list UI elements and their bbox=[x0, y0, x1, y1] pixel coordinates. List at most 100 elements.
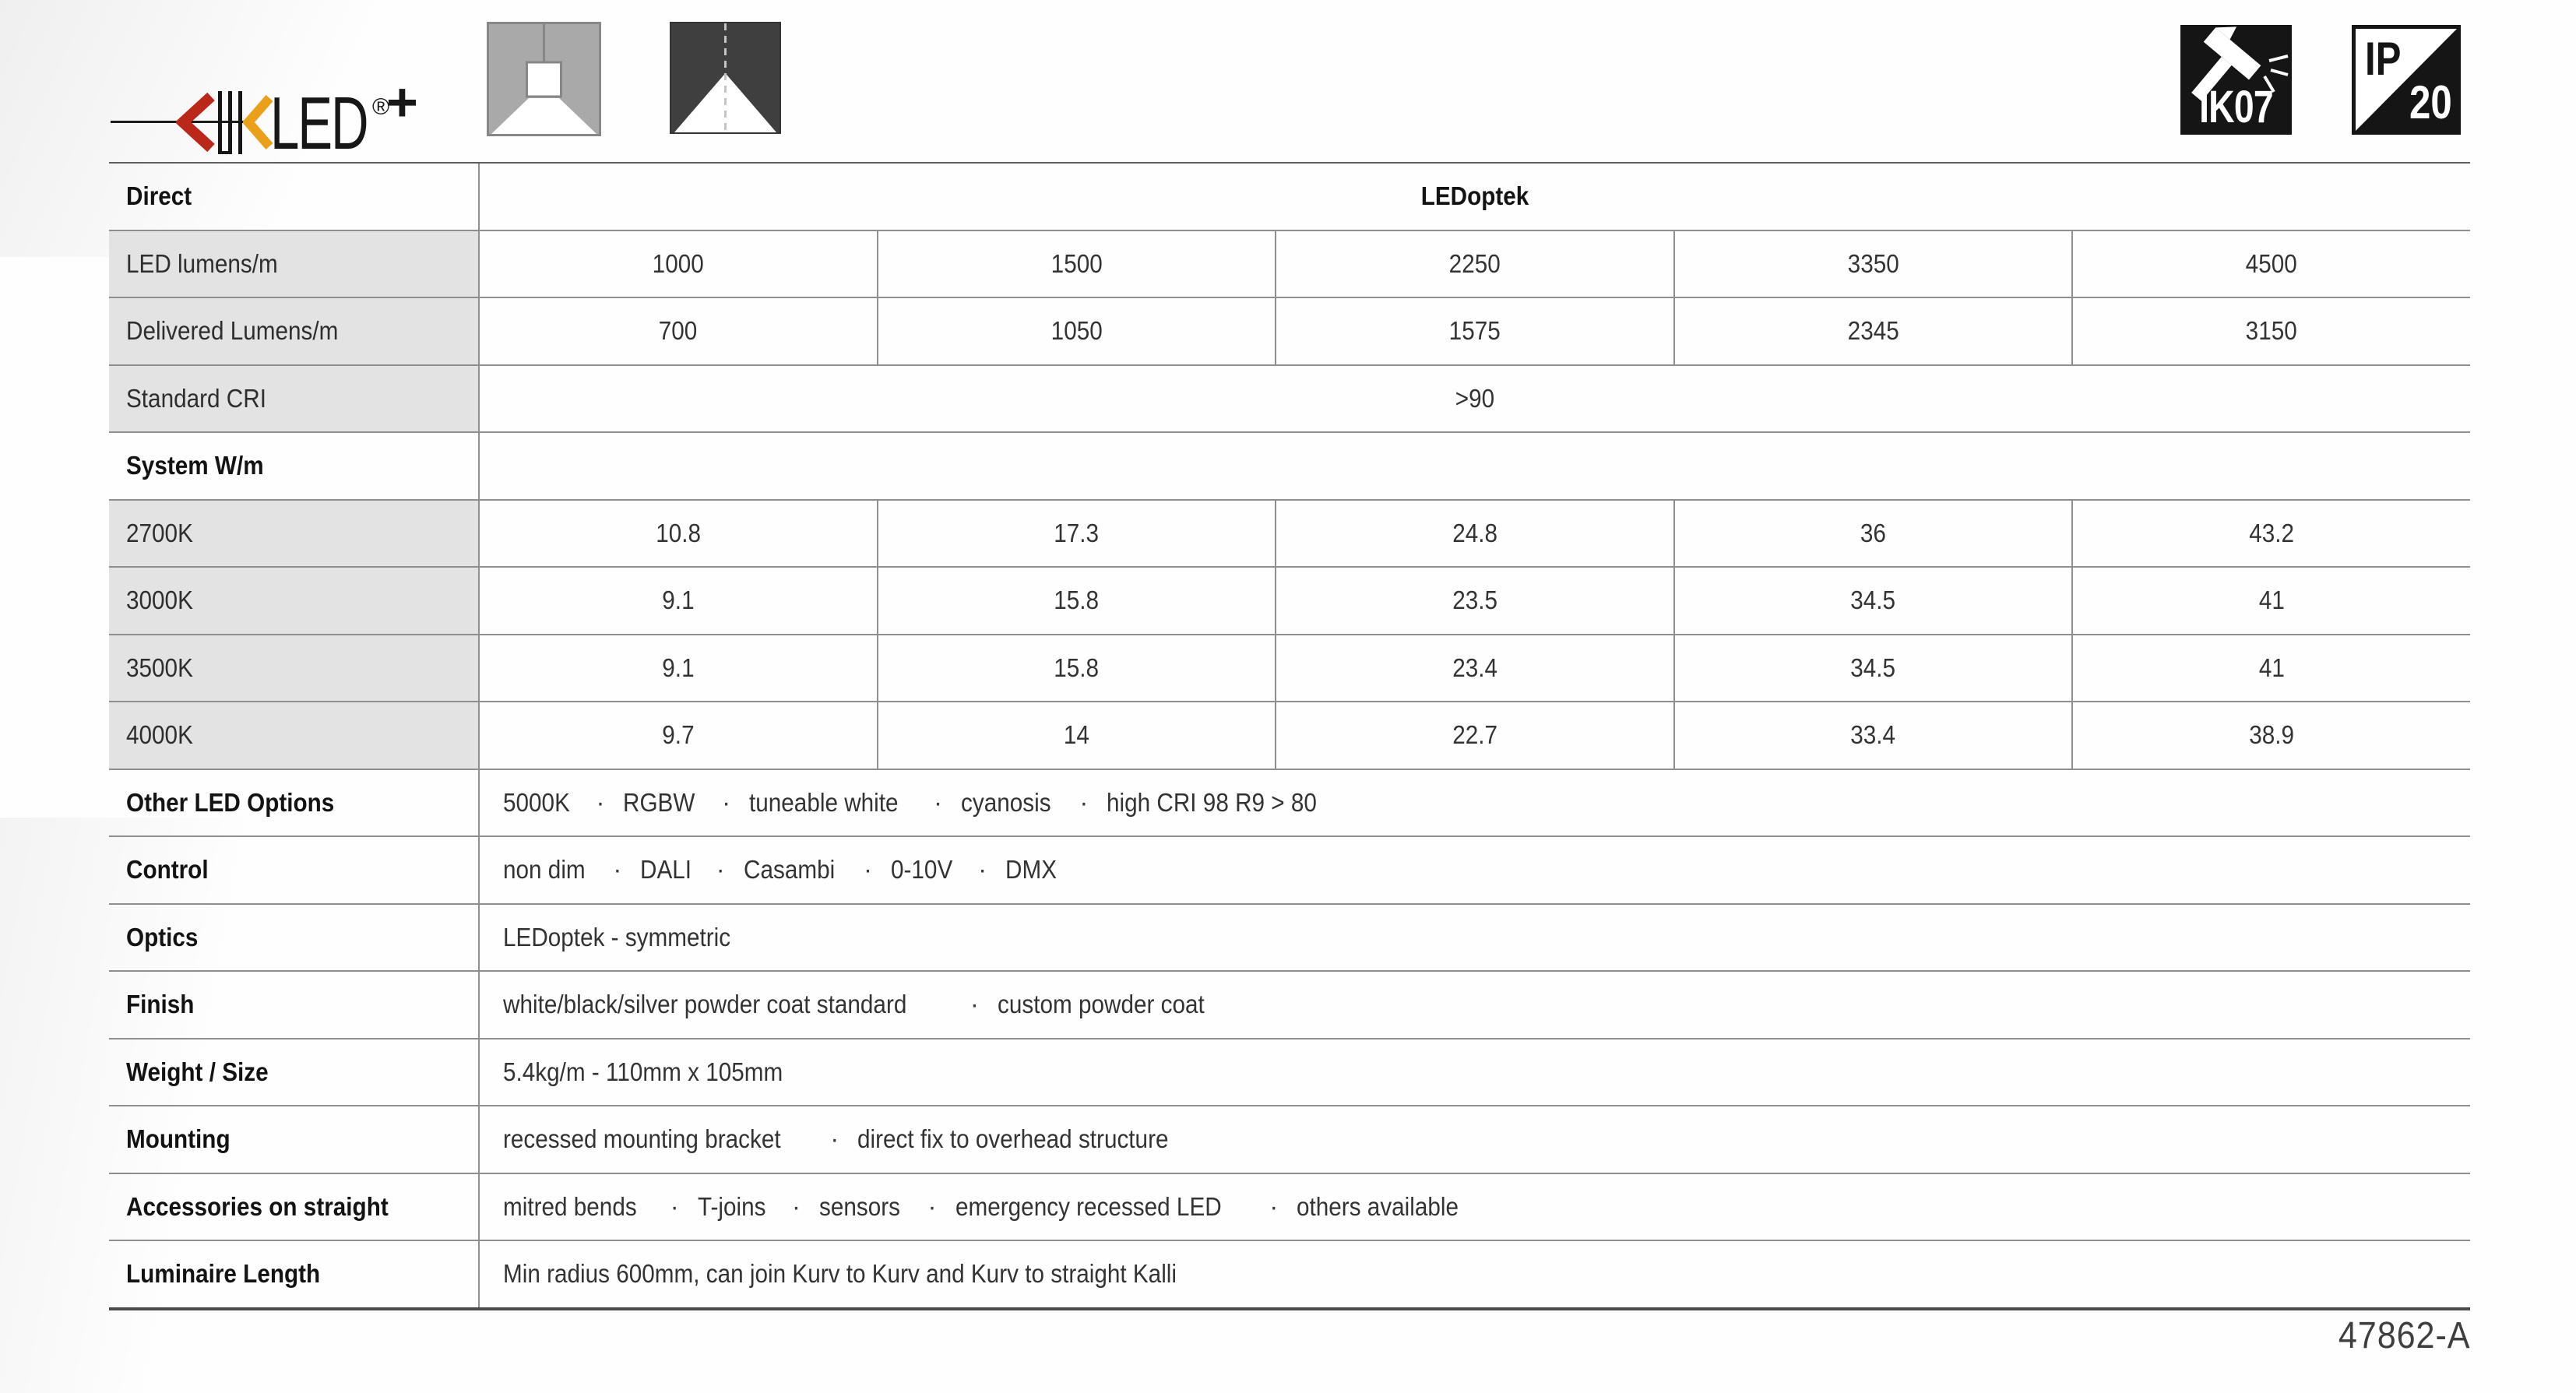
separator-dot: · bbox=[670, 1191, 679, 1221]
merged-cell-mounting: recessed mounting bracket · direct fix to … bbox=[478, 1106, 2470, 1173]
row-label-3000k: 3000K bbox=[109, 568, 478, 634]
merged-cell-optics: LEDoptek - symmetric bbox=[478, 904, 2470, 970]
value-cell-3000k-2: 15.8 bbox=[876, 568, 1276, 634]
value-cell-led-lumens-m-5: 4500 bbox=[2071, 230, 2470, 297]
separator-dot: · bbox=[864, 855, 872, 885]
table-row-direct: Direct LEDoptek bbox=[109, 164, 2470, 230]
logo-letter-i-bar-2 bbox=[238, 91, 242, 154]
row-label-direct: Direct bbox=[126, 181, 192, 211]
merged-cell-direct: LEDoptek bbox=[478, 164, 2470, 230]
separator-dot: · bbox=[791, 1191, 801, 1221]
table-row-other-led-options: Other LED Options 5000K · RGBW · tuneable whi… bbox=[109, 768, 2470, 835]
row-label-accessories-on-straight: Accessories on straight bbox=[126, 1191, 389, 1221]
value-cell-led-lumens-m-4: 3350 bbox=[1673, 230, 2072, 297]
separator-dot: · bbox=[613, 855, 622, 885]
spec-table: Direct LEDoptek LED lumens/m 1000 1500 2250 33… bbox=[109, 162, 2470, 1310]
merged-cell-other-led-options: 5000K · RGBW · tuneable white · cyanosis · high … bbox=[478, 769, 2470, 835]
table-row-4000k: 4000K 9.7 14 22.7 33.4 38.9 bbox=[109, 701, 2470, 769]
value-cell-delivered-lumens-m-2: 1050 bbox=[876, 298, 1276, 364]
row-label-luminaire-length: Luminaire Length bbox=[126, 1259, 321, 1289]
table-row-3000k: 3000K 9.1 15.8 23.5 34.5 41 bbox=[109, 566, 2470, 634]
row-label-system-w-m: System W/m bbox=[126, 451, 264, 480]
table-row-system-w-m: System W/m bbox=[109, 431, 2470, 499]
document-code: 47862-A bbox=[2338, 1315, 2470, 1356]
table-row-accessories-on-straight: Accessories on straight mitred bends · T-jo… bbox=[109, 1172, 2470, 1240]
value-cell-4000k-2: 14 bbox=[876, 702, 1276, 769]
value-cell-3000k-5: 41 bbox=[2071, 568, 2470, 634]
value-cell-2700k-2: 17.3 bbox=[876, 500, 1276, 566]
row-label-mounting: Mounting bbox=[126, 1124, 231, 1154]
table-row-standard-cri: Standard CRI >90 bbox=[109, 364, 2470, 431]
row-label-optics: Optics bbox=[126, 922, 199, 952]
value-cell-3000k-3: 23.5 bbox=[1275, 568, 1673, 634]
ip-label: IP bbox=[2365, 33, 2402, 85]
separator-dot: · bbox=[1269, 1191, 1279, 1221]
row-label-standard-cri: Standard CRI bbox=[109, 365, 478, 431]
value-cell-3000k-1: 9.1 bbox=[478, 568, 877, 634]
value-cell-4000k-5: 38.9 bbox=[2071, 702, 2470, 769]
row-label-weight-size: Weight / Size bbox=[126, 1057, 269, 1086]
separator-dot: · bbox=[722, 787, 731, 817]
separator-dot: · bbox=[933, 787, 942, 817]
merged-cell-weight-size: 5.4kg/m - 110mm x 105mm bbox=[478, 1039, 2470, 1105]
value-cell-2700k-3: 24.8 bbox=[1275, 500, 1673, 566]
separator-dot: · bbox=[978, 855, 987, 885]
value-cell-led-lumens-m-3: 2250 bbox=[1275, 230, 1673, 297]
logo-registered-mark: ® bbox=[372, 94, 390, 120]
separator-dot: · bbox=[596, 787, 605, 817]
separator-dot: · bbox=[927, 1191, 937, 1221]
value-cell-3500k-3: 23.4 bbox=[1275, 635, 1673, 701]
logo-plus-mark: + bbox=[386, 72, 418, 132]
klikled-logo: LED ® + bbox=[109, 72, 452, 164]
table-row-control: Control non dim · DALI · Casambi · 0-10V · DMX bbox=[109, 835, 2470, 903]
separator-dot: · bbox=[830, 1124, 839, 1154]
merged-cell-standard-cri: >90 bbox=[478, 365, 2470, 431]
separator-dot: · bbox=[1079, 787, 1089, 817]
ip-rating-label: 20 bbox=[2409, 76, 2452, 128]
value-cell-2700k-1: 10.8 bbox=[478, 500, 877, 566]
value-cell-4000k-3: 22.7 bbox=[1275, 702, 1673, 769]
value-cell-4000k-1: 9.7 bbox=[478, 702, 877, 769]
direct-beam-icon bbox=[670, 22, 781, 134]
ip20-badge: IP 20 bbox=[2352, 25, 2461, 135]
value-cell-3500k-5: 41 bbox=[2071, 635, 2470, 701]
table-row-delivered-lumens-m: Delivered Lumens/m 700 1050 1575 2345 3150 bbox=[109, 297, 2470, 364]
logo-letter-l-foot bbox=[218, 151, 230, 154]
value-cell-3000k-4: 34.5 bbox=[1673, 568, 2072, 634]
row-label-4000k: 4000K bbox=[109, 702, 478, 769]
value-cell-3500k-1: 9.1 bbox=[478, 635, 877, 701]
logo-orange-k-chevron-icon bbox=[243, 95, 273, 150]
row-label-control: Control bbox=[126, 855, 209, 885]
separator-dot: · bbox=[970, 990, 979, 1019]
row-label-delivered-lumens-m: Delivered Lumens/m bbox=[109, 298, 478, 364]
table-row-led-lumens-m: LED lumens/m 1000 1500 2250 3350 4500 bbox=[109, 229, 2470, 297]
logo-letter-i-bar bbox=[228, 91, 232, 154]
value-cell-led-lumens-m-2: 1500 bbox=[876, 230, 1276, 297]
row-label-3500k: 3500K bbox=[109, 635, 478, 701]
row-label-finish: Finish bbox=[126, 990, 195, 1019]
row-label-led-lumens-m: LED lumens/m bbox=[109, 230, 478, 297]
table-row-optics: Optics LEDoptek - symmetric bbox=[109, 902, 2470, 970]
value-cell-delivered-lumens-m-1: 700 bbox=[478, 298, 877, 364]
table-row-2700k: 2700K 10.8 17.3 24.8 36 43.2 bbox=[109, 498, 2470, 566]
separator-dot: · bbox=[716, 855, 725, 885]
merged-cell-finish: white/black/silver powder coat standard ·… bbox=[478, 972, 2470, 1038]
logo-red-k-chevron-icon bbox=[176, 92, 215, 153]
table-row-luminaire-length: Luminaire Length Min radius 600mm, can jo… bbox=[109, 1240, 2470, 1307]
table-row-mounting: Mounting recessed mounting bracket · direct… bbox=[109, 1105, 2470, 1173]
merged-cell-control: non dim · DALI · Casambi · 0-10V · DMX bbox=[478, 837, 2470, 903]
table-row-3500k: 3500K 9.1 15.8 23.4 34.5 41 bbox=[109, 633, 2470, 701]
suspended-luminaire-icon bbox=[487, 22, 601, 136]
value-cell-delivered-lumens-m-4: 2345 bbox=[1673, 298, 2072, 364]
value-cell-3500k-4: 34.5 bbox=[1673, 635, 2072, 701]
ik07-label: IK07 bbox=[2199, 82, 2274, 132]
value-cell-4000k-4: 33.4 bbox=[1673, 702, 2072, 769]
row-label-other-led-options: Other LED Options bbox=[126, 787, 335, 817]
value-cell-delivered-lumens-m-3: 1575 bbox=[1275, 298, 1673, 364]
hammer-icon bbox=[2191, 26, 2289, 101]
value-cell-delivered-lumens-m-5: 3150 bbox=[2071, 298, 2470, 364]
table-row-finish: Finish white/black/silver powder coat sta… bbox=[109, 970, 2470, 1038]
logo-letter-l-bar bbox=[218, 91, 222, 154]
merged-cell-accessories-on-straight: mitred bends · T-joins · sensors · emergency r… bbox=[478, 1173, 2470, 1240]
merged-cell-luminaire-length: Min radius 600mm, can join Kurv to Kurv … bbox=[478, 1241, 2470, 1307]
